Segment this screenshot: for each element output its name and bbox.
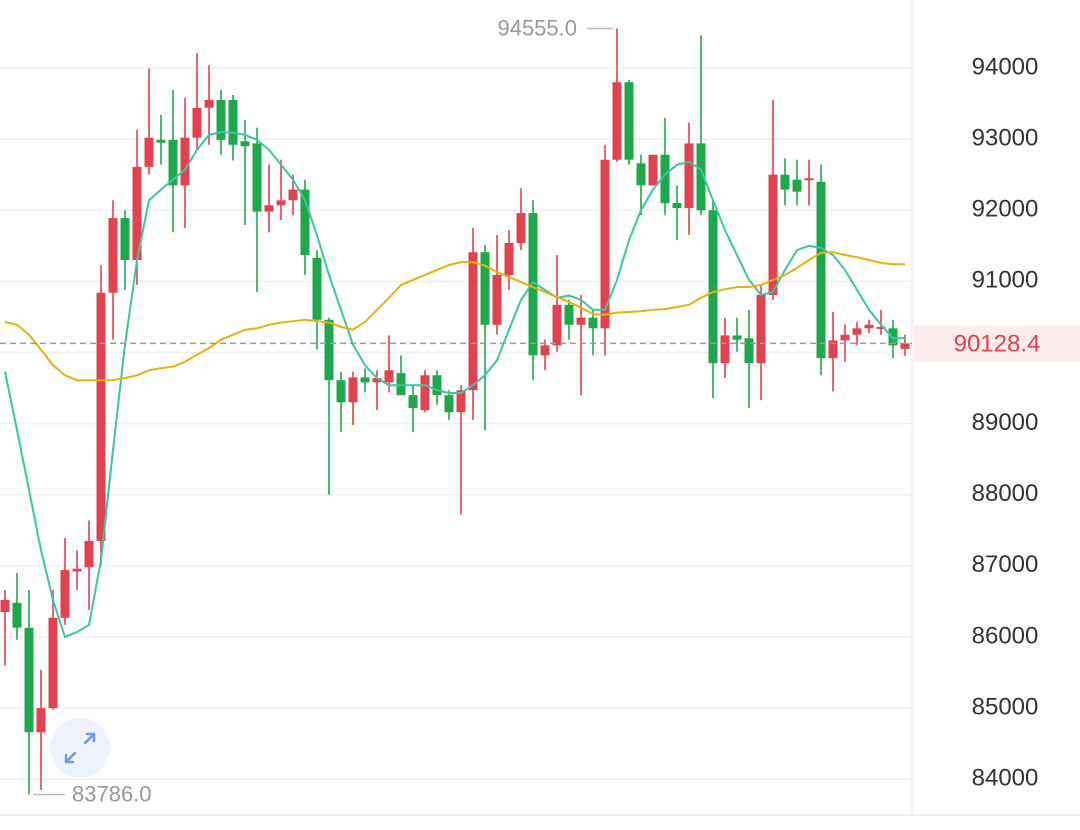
candle-body: [828, 340, 838, 359]
y-tick-label: 92000: [972, 196, 1039, 223]
candle-body: [300, 189, 310, 256]
candle-body: [660, 154, 670, 204]
candle-body: [120, 218, 130, 261]
candle-body: [48, 617, 58, 709]
candle-body: [684, 143, 694, 209]
candle-body: [504, 242, 514, 275]
candle-body: [168, 139, 178, 186]
candle-body: [768, 174, 778, 295]
candle-body: [648, 154, 658, 186]
candle-body: [36, 708, 46, 733]
candle-body: [864, 324, 874, 329]
candle-body: [0, 599, 10, 613]
candle-body: [180, 137, 190, 186]
y-tick-label: 91000: [972, 267, 1039, 294]
expand-button-bg[interactable]: [50, 718, 110, 778]
last-price-box: [914, 325, 1080, 362]
y-tick-label: 87000: [972, 551, 1039, 578]
candle-body: [624, 82, 634, 160]
candle-body: [576, 317, 586, 325]
candle-body: [444, 395, 454, 413]
candle-body: [324, 319, 334, 381]
candle-body: [480, 252, 490, 325]
candle-body: [432, 375, 442, 396]
candle-body: [252, 143, 262, 212]
candle-body: [744, 338, 754, 364]
y-tick-label: 93000: [972, 124, 1039, 151]
candle-body: [816, 181, 826, 359]
candle-body: [396, 373, 406, 396]
candle-body: [564, 304, 574, 325]
candle-body: [756, 294, 766, 364]
candle-body: [276, 200, 286, 206]
candle-body: [84, 540, 94, 568]
moving-average-line: [4, 130, 905, 639]
candle-body: [240, 141, 250, 147]
candle-body: [60, 570, 70, 618]
candle-body: [708, 210, 718, 364]
candle-body: [804, 178, 814, 181]
candle-body: [492, 274, 502, 325]
candle-body: [216, 99, 226, 140]
last-price-label: 90128.4: [954, 331, 1041, 358]
candle-body: [420, 375, 430, 411]
candle-body: [12, 602, 22, 628]
candle-body: [612, 82, 622, 160]
moving-average-line: [4, 251, 905, 382]
candle-body: [900, 343, 910, 349]
candle-body: [144, 137, 154, 167]
min-marker-label: 83786.0: [72, 781, 152, 806]
candle-body: [600, 159, 610, 329]
max-marker-label: 94555.0: [497, 15, 577, 40]
candle-body: [540, 345, 550, 356]
candle-body: [792, 179, 802, 192]
candle-body: [876, 326, 886, 330]
y-tick-label: 86000: [972, 622, 1039, 649]
candle-body: [408, 395, 418, 408]
candle-body: [588, 317, 598, 329]
candle-body: [264, 205, 274, 212]
candle-body: [696, 143, 706, 211]
candle-body: [108, 218, 118, 293]
candle-body: [288, 189, 298, 201]
expand-icon[interactable]: [64, 732, 96, 764]
candle-body: [372, 378, 382, 383]
candle-body: [636, 163, 646, 186]
candle-body: [132, 166, 142, 261]
candle-body: [516, 213, 526, 243]
candle-body: [732, 335, 742, 340]
candle-body: [468, 252, 478, 391]
candle-body: [96, 292, 106, 541]
candle-body: [852, 328, 862, 335]
candle-body: [228, 99, 238, 145]
y-tick-label: 88000: [972, 480, 1039, 507]
expand-button[interactable]: [50, 718, 110, 778]
candle-body: [672, 203, 682, 209]
y-tick-label: 94000: [972, 53, 1039, 80]
candle-body: [24, 627, 34, 733]
candle-body: [192, 107, 202, 138]
y-tick-label: 85000: [972, 693, 1039, 720]
candle-body: [312, 257, 322, 320]
candle-body: [456, 390, 466, 413]
candle-body: [156, 139, 166, 143]
candle-body: [72, 568, 82, 572]
candle-body: [336, 380, 346, 403]
candle-body: [384, 370, 394, 383]
candle-body: [552, 304, 562, 346]
candle-body: [528, 213, 538, 356]
candle-body: [360, 377, 370, 383]
y-tick-label: 84000: [972, 765, 1039, 792]
candle-body: [840, 334, 850, 341]
candle-body: [720, 335, 730, 364]
y-tick-label: 89000: [972, 409, 1039, 436]
candle-body: [780, 174, 790, 190]
candle-body: [348, 377, 358, 403]
candle-body: [204, 99, 214, 108]
